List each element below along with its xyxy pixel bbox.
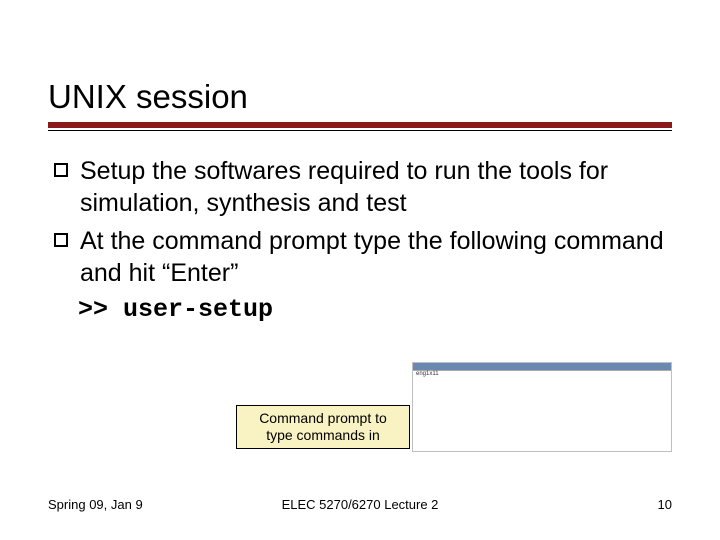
bullet-text: At the command prompt type the following… [80,225,672,289]
callout-line: Command prompt to [243,410,403,427]
bullet-text: Setup the softwares required to run the … [80,155,672,219]
checkbox-icon [54,163,68,177]
slide-footer: Spring 09, Jan 9 ELEC 5270/6270 Lecture … [48,497,672,512]
slide-title: UNIX session [48,78,672,116]
callout-line: type commands in [243,427,403,444]
callout-label: Command prompt to type commands in [236,405,410,449]
footer-page-number: 10 [464,497,672,512]
bullet-item: Setup the softwares required to run the … [54,155,672,219]
terminal-prompt-label: eng1x11 [413,371,671,378]
terminal-screenshot: eng1x11 [412,362,672,452]
bullet-item: At the command prompt type the following… [54,225,672,289]
accent-divider [48,122,672,128]
window-titlebar [413,363,671,371]
slide-container: UNIX session Setup the softwares require… [0,0,720,540]
footer-date: Spring 09, Jan 9 [48,497,256,512]
checkbox-icon [54,233,68,247]
bullet-list: Setup the softwares required to run the … [48,155,672,289]
command-text: >> user-setup [78,295,672,324]
footer-course: ELEC 5270/6270 Lecture 2 [256,497,464,512]
thin-divider [48,130,672,131]
